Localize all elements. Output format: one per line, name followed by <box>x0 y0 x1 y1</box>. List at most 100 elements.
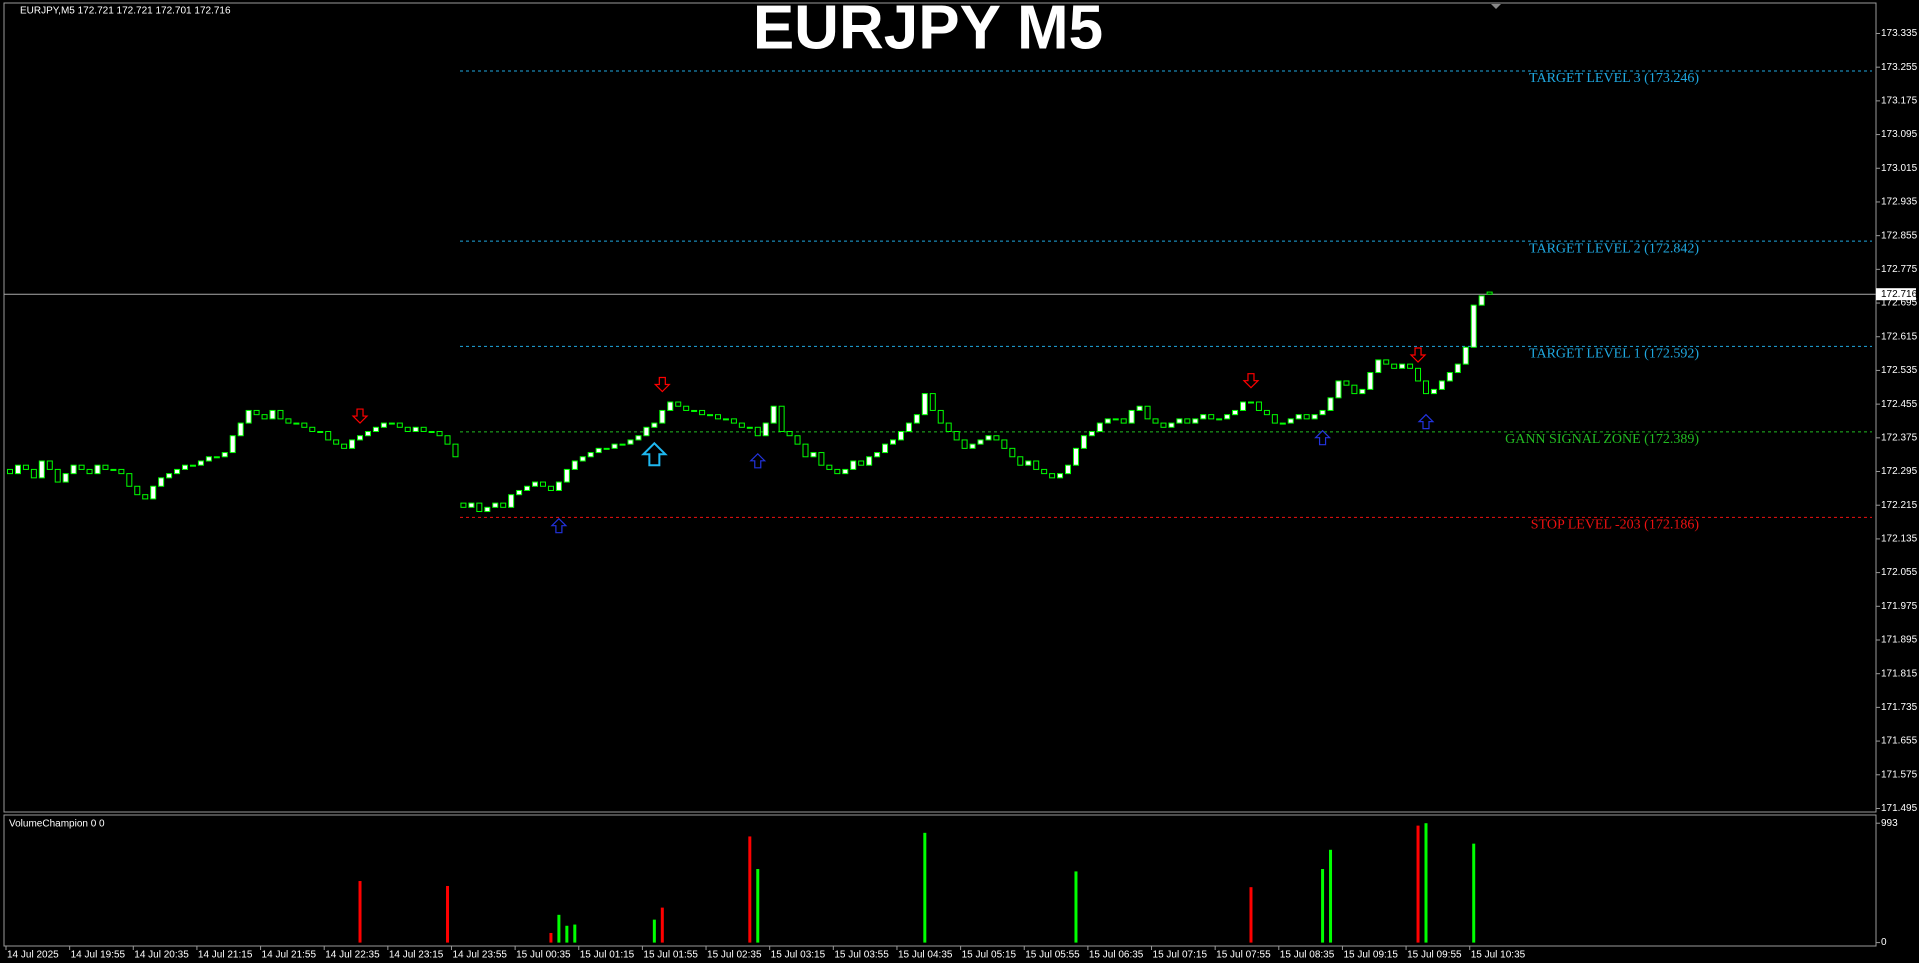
candle-body <box>810 452 817 458</box>
x-tick-label: 15 Jul 07:15 <box>1153 950 1208 961</box>
candle-body <box>985 435 992 441</box>
y-tick-label: 173.095 <box>1881 129 1918 140</box>
candle-body <box>1486 291 1493 295</box>
candle-body <box>945 422 952 433</box>
candle-body <box>404 426 411 433</box>
candle-body <box>428 431 435 434</box>
candle-body <box>794 435 801 445</box>
volume-bar <box>573 924 577 943</box>
candle-body <box>1120 418 1127 424</box>
candle-body <box>309 426 316 433</box>
candle-body <box>364 431 371 437</box>
candle-body <box>842 468 849 475</box>
volume-bar <box>748 836 752 943</box>
candle-body <box>524 485 531 491</box>
x-tick-label: 15 Jul 03:15 <box>771 950 826 961</box>
y-tick-label: 172.295 <box>1881 466 1918 477</box>
indicator-title: VolumeChampion 0 0 <box>9 819 105 830</box>
volume-bar <box>652 919 656 943</box>
candle-body <box>834 468 841 475</box>
volume-bar <box>358 881 362 943</box>
volume-bar <box>1416 825 1420 943</box>
candle-body <box>1160 422 1167 428</box>
volume-bar <box>660 907 664 943</box>
candle-body <box>7 468 13 475</box>
candle-body <box>1200 414 1207 420</box>
candle-body <box>317 431 324 434</box>
candle-body <box>436 431 443 437</box>
candle-body <box>420 426 427 433</box>
y-tick-label: 173.175 <box>1881 96 1918 107</box>
signal-arrow <box>550 517 568 534</box>
volume-bar <box>1249 887 1253 943</box>
candle-body <box>1422 380 1429 395</box>
candle-body <box>150 485 157 500</box>
candle-body <box>1462 346 1469 365</box>
candle-body <box>14 464 21 475</box>
candle-body <box>213 456 220 459</box>
candle-body <box>738 422 745 428</box>
y-tick-label: 172.935 <box>1881 197 1918 208</box>
candle-body <box>142 494 149 500</box>
candle-body <box>1009 447 1016 458</box>
x-tick-label: 14 Jul 23:55 <box>452 950 507 961</box>
y-tick-label: 993 <box>1881 818 1898 829</box>
candle-body <box>587 452 594 458</box>
candle-body <box>874 452 881 458</box>
candle-body <box>659 409 666 424</box>
candle-body <box>1017 456 1024 466</box>
candle-body <box>921 393 928 416</box>
x-tick-label: 14 Jul 19:55 <box>71 950 126 961</box>
candle-body <box>1232 409 1239 416</box>
candle-body <box>62 473 69 483</box>
candle-body <box>1287 418 1294 424</box>
y-tick-label: 171.975 <box>1881 601 1918 612</box>
candle-body <box>380 422 387 428</box>
y-tick-label: 172.375 <box>1881 432 1918 443</box>
candle-body <box>261 414 268 420</box>
candle-body <box>1470 304 1477 348</box>
candle-body <box>301 422 308 428</box>
candle-body <box>802 443 809 458</box>
candle-body <box>1263 409 1270 416</box>
x-tick-label: 15 Jul 08:35 <box>1280 950 1335 961</box>
candle-body <box>46 460 53 470</box>
candle-body <box>937 409 944 424</box>
signal-arrow <box>1314 429 1332 446</box>
candle-body <box>897 431 904 441</box>
level-label: TARGET LEVEL 2 (172.842) <box>1529 241 1699 256</box>
x-tick-label: 15 Jul 09:55 <box>1407 950 1462 961</box>
candle-body <box>460 502 467 508</box>
candle-body <box>555 481 562 491</box>
candle-body <box>603 447 610 450</box>
candle-body <box>882 443 889 454</box>
signal-arrow <box>1242 373 1260 389</box>
y-tick-label: 171.495 <box>1881 803 1918 814</box>
candle-body <box>1057 473 1064 479</box>
y-tick-label: 172.535 <box>1881 365 1918 376</box>
candle-body <box>126 473 133 487</box>
candle-body <box>1383 359 1390 365</box>
candle-body <box>786 431 793 437</box>
signal-arrow <box>749 452 767 469</box>
candle-body <box>1303 414 1310 420</box>
candle-body <box>563 468 570 483</box>
candle-body <box>913 414 920 424</box>
candle-body <box>110 468 117 471</box>
candle-body <box>1128 409 1135 424</box>
last-price-label: 172.716 <box>1881 289 1918 300</box>
candle-body <box>476 502 483 513</box>
candle-body <box>253 409 260 416</box>
volume-panel <box>3 814 1877 947</box>
candle-body <box>1104 418 1111 424</box>
x-tick-label: 14 Jul 22:35 <box>325 950 380 961</box>
candle-body <box>818 452 825 466</box>
candle-body <box>54 468 61 483</box>
candle-body <box>691 409 698 412</box>
candle-body <box>166 473 173 479</box>
volume-bar <box>1329 849 1333 943</box>
candle-body <box>1430 388 1437 395</box>
signal-arrow <box>351 408 369 424</box>
x-tick-label: 14 Jul 2025 <box>7 950 59 961</box>
